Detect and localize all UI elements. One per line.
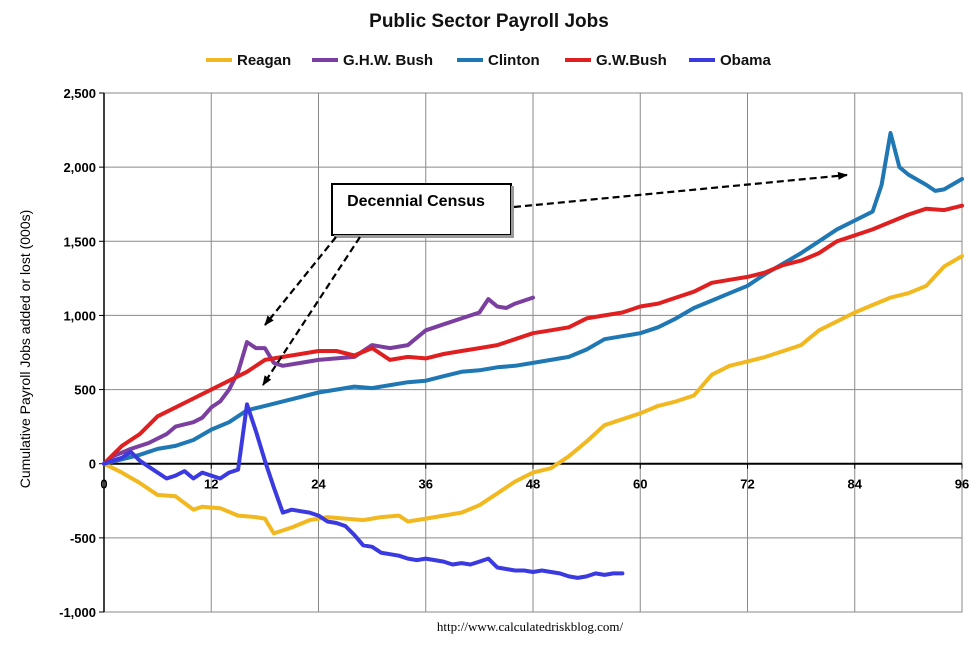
y-axis-label: Cumulative Payroll Jobs added or lost (0…: [17, 210, 33, 489]
y-tick-label-1: -500: [70, 531, 96, 546]
y-tick-label-7: 2,500: [63, 86, 96, 101]
series-line-obama: [102, 402, 625, 580]
x-tick-label-1: 12: [204, 477, 218, 492]
axes: -1,000 -500 0 500 1,000 1,500 2,000 2,500 0 12 24 3…: [59, 86, 969, 620]
y-tick-label-6: 2,000: [63, 160, 96, 175]
y-tick-label-0: -1,000: [59, 605, 96, 620]
x-tick-label-8: 96: [955, 477, 969, 492]
series: [102, 131, 964, 580]
x-tick-label-0: 0: [100, 477, 107, 492]
annotation-arrow-gh-bush: [264, 236, 337, 326]
annotation-arrow-obama: [262, 236, 361, 386]
x-tick-label-4: 48: [526, 477, 540, 492]
legend-label-clinton: Clinton: [488, 52, 540, 69]
x-tick-label-6: 72: [740, 477, 754, 492]
x-tick-label-2: 24: [311, 477, 326, 492]
series-line-reagan: [102, 254, 964, 536]
y-tick-label-3: 500: [74, 383, 96, 398]
annotation-box-shadow: [334, 235, 513, 238]
y-tick-label-5: 1,500: [63, 234, 96, 249]
x-tick-label-5: 60: [633, 477, 647, 492]
chart-title: Public Sector Payroll Jobs: [369, 11, 609, 32]
annotation-arrow-clinton: [513, 171, 848, 209]
annotation-label: Decennial Census: [347, 193, 485, 210]
series-line-g-h-w-bush: [102, 295, 535, 466]
series-line-g-w-bush: [102, 203, 964, 466]
legend: Reagan G.H.W. Bush Clinton G.W.Bush Obama: [206, 52, 772, 69]
legend-label-obama: Obama: [720, 52, 772, 69]
annotation-group: Decennial Census: [262, 171, 848, 386]
y-tick-label-2: 0: [89, 457, 96, 472]
legend-label-reagan: Reagan: [237, 52, 291, 69]
grid: [103, 92, 963, 613]
source-url: http://www.calculatedriskblog.com/: [437, 619, 624, 634]
annotation-box-shadow-side: [511, 186, 514, 238]
legend-label-g-w-bush: G.W.Bush: [596, 52, 667, 69]
x-tick-label-3: 36: [419, 477, 433, 492]
annotation-box: [331, 183, 512, 236]
y-tick-label-4: 1,000: [63, 308, 96, 323]
series-line-clinton: [102, 131, 964, 466]
x-tick-label-7: 84: [848, 477, 863, 492]
legend-label-g-h-w-bush: G.H.W. Bush: [343, 52, 433, 69]
